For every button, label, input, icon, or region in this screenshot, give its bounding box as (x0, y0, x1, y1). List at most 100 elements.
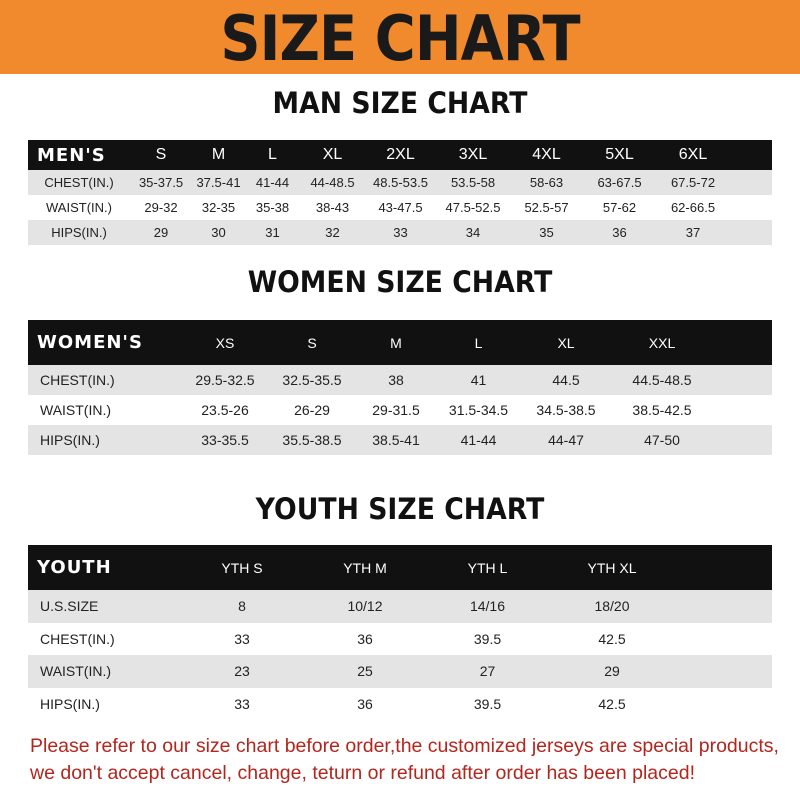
table-cell: 37 (685, 225, 701, 240)
table-cell: 38-43 (315, 200, 350, 215)
table-cell: 26-29 (294, 402, 330, 418)
youth-size-table: YOUTH YTH S YTH M YTH L YTH XL U.S.SIZE 8 10/12… (28, 545, 772, 720)
table-cell: 29.5-32.5 (195, 372, 255, 388)
table-row: CHEST(IN.) 29.5-32.5 32.5-35.5 38 41 44.5 44.5… (28, 365, 772, 395)
table-cell: 35 (539, 225, 554, 240)
table-cell: 18/20 (594, 598, 630, 615)
table-cell: 38 (388, 372, 404, 388)
table-cell: 10/12 (347, 598, 383, 615)
table-cell: 8 (238, 598, 246, 615)
table-cell: XL (557, 334, 575, 351)
table-cell: 31.5-34.5 (448, 402, 509, 418)
table-cell: 57-62 (602, 200, 637, 215)
table-cell: 58-63 (529, 175, 564, 190)
table-cell: 44-47 (548, 432, 584, 448)
row-label: HIPS(IN.) (40, 432, 100, 448)
table-row: WAIST(IN.) 29-32 32-35 35-38 38-43 43-47.5 47.… (28, 195, 772, 220)
table-cell: S (307, 334, 317, 351)
table-cell: XL (322, 146, 343, 163)
table-cell: 23.5-26 (201, 402, 249, 418)
table-header-row: MEN'S S M L XL 2XL 3XL 4XL 5XL 6XL (28, 140, 772, 170)
row-label: WAIST(IN.) (40, 663, 112, 680)
table-cell: 36 (357, 630, 373, 647)
table-row: WAIST(IN.) 23.5-26 26-29 29-31.5 31.5-34.5 34… (28, 395, 772, 425)
table-cell: 29 (604, 663, 620, 680)
table-cell: 37.5-41 (196, 175, 241, 190)
table-cell: 32-35 (201, 200, 236, 215)
table-cell: 36 (612, 225, 627, 240)
table-cell: 48.5-53.5 (373, 175, 428, 190)
table-cell: XS (215, 334, 235, 351)
table-cell: 6XL (678, 146, 708, 163)
table-cell: 63-67.5 (597, 175, 642, 190)
table-cell: XXL (648, 334, 676, 351)
table-cell: 52.5-57 (524, 200, 569, 215)
table-cell: 41 (470, 372, 487, 388)
table-cell: 36 (357, 695, 373, 712)
row-label: WOMEN'S (37, 332, 143, 353)
table-cell: 39.5 (473, 695, 502, 712)
table-cell: 42.5 (598, 630, 626, 647)
table-cell: 35.5-38.5 (282, 432, 342, 448)
notice-line-1: Please refer to our size chart before or… (30, 735, 779, 757)
table-cell: YTH XL (587, 559, 637, 576)
table-cell: YTH S (221, 559, 263, 576)
table-cell: 33 (393, 225, 408, 240)
youth-chart-title: YOUTH SIZE CHART (255, 492, 545, 526)
table-cell: 38.5-42.5 (632, 402, 692, 418)
table-cell: M (211, 146, 226, 163)
table-cell: 29 (153, 225, 169, 240)
row-label: U.S.SIZE (40, 598, 99, 615)
table-cell: 23 (234, 663, 250, 680)
table-cell: 29-31.5 (372, 402, 420, 418)
table-cell: 53.5-58 (450, 175, 496, 190)
table-cell: 33-35.5 (201, 432, 249, 448)
table-cell: 41-44 (255, 175, 290, 190)
row-label: HIPS(IN.) (40, 695, 100, 712)
table-row: WAIST(IN.) 23 25 27 29 (28, 655, 772, 688)
table-cell: 47.5-52.5 (445, 200, 501, 215)
row-label: YOUTH (37, 557, 112, 578)
table-cell: 32 (325, 225, 340, 240)
row-label: CHEST(IN.) (40, 630, 115, 647)
table-cell: L (474, 334, 483, 351)
table-cell: S (155, 146, 167, 163)
table-row: HIPS(IN.) 29 30 31 32 33 34 35 36 37 (28, 220, 772, 245)
table-cell: 39.5 (473, 630, 502, 647)
table-cell: 44.5-48.5 (632, 372, 692, 388)
table-cell: 32.5-35.5 (282, 372, 342, 388)
banner-title: SIZE CHART (220, 2, 580, 75)
table-cell: 38.5-41 (372, 432, 420, 448)
table-row: HIPS(IN.) 33 36 39.5 42.5 (28, 687, 772, 720)
table-cell: 67.5-72 (670, 175, 716, 190)
table-cell: 4XL (532, 146, 561, 163)
table-cell: 25 (357, 663, 373, 680)
table-cell: 41-44 (460, 432, 497, 448)
table-cell: 34 (465, 225, 481, 240)
men-chart-title: MAN SIZE CHART (272, 86, 528, 120)
table-row: CHEST(IN.) 33 36 39.5 42.5 (28, 622, 772, 655)
table-cell: 14/16 (469, 598, 506, 615)
order-notice: Please refer to our size chart before or… (30, 733, 790, 787)
banner: SIZE CHART (0, 0, 800, 75)
notice-line-2: we don't accept cancel, change, teturn o… (30, 762, 695, 784)
table-cell: L (268, 146, 277, 163)
table-cell: 44-48.5 (310, 175, 355, 190)
table-cell: 31 (265, 225, 280, 240)
table-cell: YTH L (467, 559, 508, 576)
row-label: CHEST(IN.) (44, 175, 114, 190)
table-cell: 33 (234, 630, 250, 647)
table-cell: 29-32 (144, 200, 178, 215)
women-chart-title: WOMEN SIZE CHART (247, 265, 553, 299)
table-row: U.S.SIZE 8 10/12 14/16 18/20 (28, 590, 772, 623)
table-cell: YTH M (343, 559, 387, 576)
men-size-table: MEN'S S M L XL 2XL 3XL 4XL 5XL 6XL CHEST(IN.) 35-37… (28, 140, 772, 245)
row-label: WAIST(IN.) (46, 200, 112, 215)
table-header-row: YOUTH YTH S YTH M YTH L YTH XL (28, 545, 772, 590)
table-cell: 62-66.5 (670, 200, 716, 215)
table-header-row: WOMEN'S XS S M L XL XXL (28, 320, 772, 365)
table-cell: 30 (211, 225, 226, 240)
row-label: HIPS(IN.) (51, 225, 107, 240)
table-cell: 44.5 (552, 372, 580, 388)
row-label: WAIST(IN.) (40, 402, 112, 418)
